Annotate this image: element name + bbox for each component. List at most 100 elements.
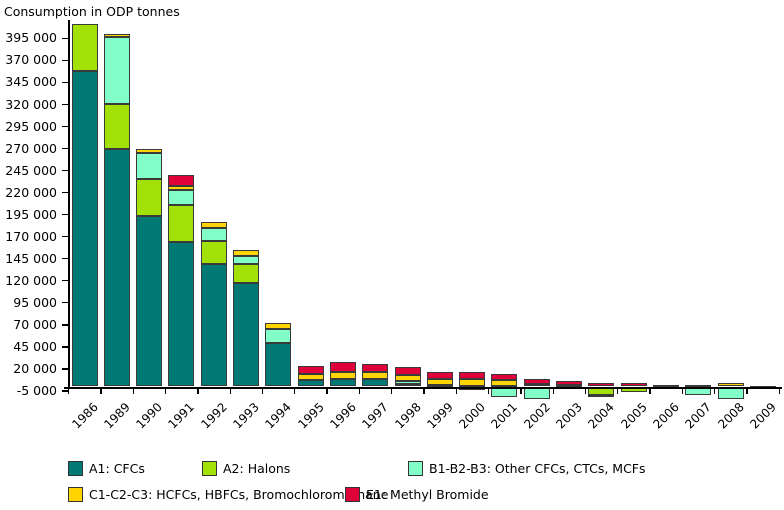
y-axis-tick-label: 345 000 [5, 74, 57, 90]
y-axis-tick-mark [62, 368, 68, 370]
bar-segment [233, 256, 259, 264]
bar-segment [297, 374, 324, 381]
legend-item: A1: CFCs [68, 461, 145, 476]
legend-item: C1-C2-C3: HCFCs, HBFCs, Bromochlorometha… [68, 487, 388, 502]
x-axis-tick-mark [68, 389, 70, 394]
y-axis-tick-label: 145 000 [5, 250, 57, 266]
bar-segment [103, 34, 130, 37]
legend-swatch [68, 487, 83, 502]
bar-segment [362, 372, 389, 380]
bar-segment [200, 264, 227, 387]
bar-segment [652, 384, 679, 387]
legend-item: E1: Methyl Bromide [345, 487, 489, 502]
bar-segment [620, 382, 647, 387]
bar-segment [394, 383, 421, 387]
x-axis-tick-mark [294, 389, 296, 394]
y-axis-tick-mark [62, 59, 68, 62]
x-axis-tick-mark [746, 389, 748, 394]
bar-segment [556, 384, 582, 387]
x-axis-tick-mark [132, 389, 134, 394]
bar-segment [71, 71, 98, 387]
y-axis-tick-label: 70 000 [13, 316, 57, 332]
bar-segment [297, 380, 324, 387]
bar-segment [136, 149, 163, 153]
bar-segment [394, 381, 421, 384]
bar-segment [588, 395, 615, 398]
x-axis-tick-mark [520, 389, 522, 394]
bar-segment [103, 103, 130, 149]
bar-segment [362, 379, 389, 387]
bar-segment [265, 343, 292, 387]
x-axis-line [64, 386, 782, 389]
y-axis-tick-mark [62, 147, 68, 150]
y-axis-tick-mark [62, 390, 68, 392]
bar-segment [685, 384, 712, 387]
bar-segment [491, 380, 518, 386]
y-axis-tick-label: 295 000 [5, 118, 57, 134]
chart-title: Consumption in ODP tonnes [4, 4, 180, 19]
bar-segment [136, 152, 163, 180]
bar-segment [71, 24, 98, 72]
legend-label: A2: Halons [223, 461, 291, 476]
bar-segment [103, 148, 130, 387]
y-axis-tick-mark [62, 235, 68, 238]
y-axis-tick-label: 120 000 [5, 272, 57, 288]
y-axis-tick-mark [62, 103, 68, 106]
y-axis-tick-label: 170 000 [5, 228, 57, 244]
x-axis-tick-mark [778, 389, 780, 394]
bar-segment [200, 221, 227, 228]
x-axis-tick-mark [197, 389, 199, 394]
y-axis-tick-label: 95 000 [13, 294, 57, 310]
legend-item: A2: Halons [202, 461, 290, 476]
bar-segment [200, 227, 227, 242]
y-axis-tick-label: 195 000 [5, 206, 57, 222]
y-axis-line [68, 20, 70, 389]
bar-segment [233, 264, 259, 284]
bar-segment [523, 383, 550, 387]
x-axis-tick-mark [714, 389, 716, 394]
bar-segment [265, 329, 292, 344]
legend-swatch [408, 461, 423, 476]
bar-segment [717, 382, 744, 387]
bar-segment [136, 216, 163, 387]
x-axis-tick-mark [229, 389, 231, 394]
bar-segment [233, 249, 259, 257]
y-axis-tick-mark [62, 258, 68, 260]
y-axis-tick-label: 370 000 [5, 52, 57, 68]
bar-segment [265, 323, 292, 330]
bar-segment [329, 378, 356, 387]
y-axis-tick-label: 395 000 [5, 30, 57, 46]
y-axis-tick-label: 245 000 [5, 162, 57, 178]
y-axis-tick-label: 270 000 [5, 140, 57, 156]
x-axis-tick-mark [164, 389, 167, 394]
y-axis-tick-mark [62, 191, 68, 194]
y-axis-tick-mark [62, 302, 68, 304]
y-axis-tick-label: -5 000 [16, 382, 57, 398]
legend-label: A1: CFCs [89, 461, 145, 476]
y-axis-tick-label: 45 000 [13, 338, 57, 354]
bar-segment [168, 185, 195, 190]
y-axis-tick-mark [62, 125, 68, 128]
x-axis-tick-mark [261, 389, 264, 394]
y-axis-tick-mark [62, 346, 68, 348]
x-axis-tick-mark [326, 389, 328, 394]
bar-segment [459, 379, 486, 386]
x-axis-tick-mark [649, 389, 651, 394]
x-axis-tick-mark [487, 389, 490, 394]
x-axis-tick-mark [100, 389, 102, 394]
legend-item: B1-B2-B3: Other CFCs, CTCs, MCFs [408, 461, 646, 476]
bar-segment [523, 378, 550, 384]
x-axis-tick-mark [681, 389, 684, 394]
bar-segment [168, 175, 195, 186]
legend-label: C1-C2-C3: HCFCs, HBFCs, Bromochlorometha… [89, 487, 389, 502]
bar-segment [168, 189, 195, 205]
bar-segment [297, 366, 324, 375]
y-axis-tick-mark [62, 169, 68, 172]
y-axis-tick-mark [62, 37, 68, 40]
bar-segment [426, 384, 453, 387]
y-axis-tick-label: 20 000 [13, 360, 57, 376]
bar-segment [394, 375, 421, 382]
bar-segment [588, 382, 615, 387]
bar-segment [426, 371, 453, 379]
